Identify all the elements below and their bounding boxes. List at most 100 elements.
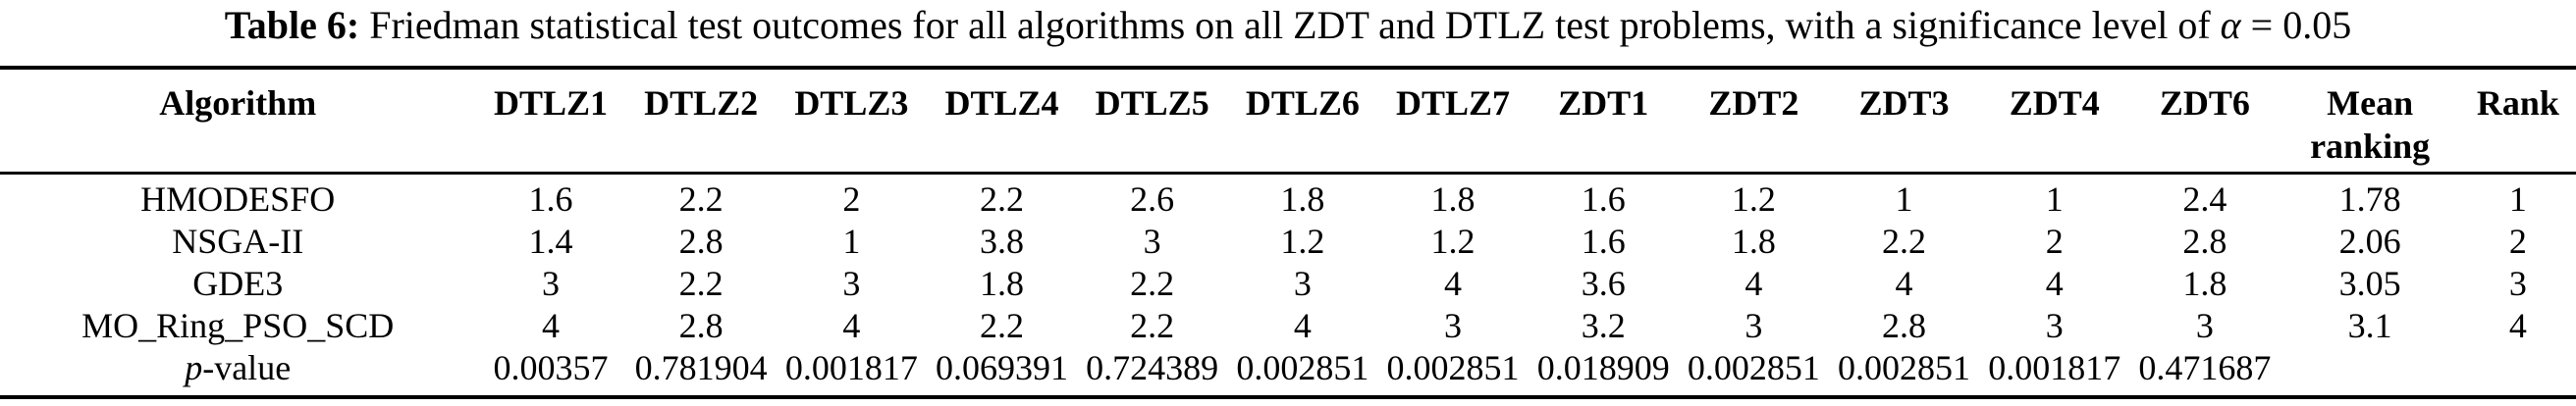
- table-cell-dtlz4: 3.8: [980, 222, 1024, 261]
- table-cell-dtlz5: 2.2: [1130, 264, 1175, 303]
- table-caption: Table 6: Friedman statistical test outco…: [0, 0, 2576, 48]
- table-cell-dtlz4: 1.8: [980, 264, 1024, 303]
- table-caption-alpha-value: = 0.05: [2240, 3, 2352, 47]
- table-header-row: Algorithm DTLZ1 DTLZ2 DTLZ3 DTLZ4 DTLZ5 DTLZ6 D…: [0, 68, 2576, 175]
- table-caption-label: Table 6:: [224, 3, 360, 47]
- column-header-dtlz3: DTLZ3: [776, 68, 927, 175]
- table-row-mo-ring-pso-scd: MO_Ring_PSO_SCD 4 2.8 4 2.2 2.2 4 3 3.2 3 2.8 3 3 3.1…: [0, 305, 2576, 347]
- table-cell-zdt3: 2.2: [1882, 222, 1927, 261]
- table-cell-dtlz5: 3: [1143, 222, 1161, 261]
- table-cell-rank: 3: [2508, 264, 2527, 303]
- column-header-zdt4: ZDT4: [1979, 68, 2130, 175]
- column-header-zdt3: ZDT3: [1828, 68, 1980, 175]
- table-cell-dtlz2: 2.2: [678, 264, 724, 303]
- table-cell-zdt6: 2.8: [2182, 222, 2227, 261]
- row-label-part: GDE3: [192, 264, 284, 303]
- column-header-zdt6: ZDT6: [2129, 68, 2281, 175]
- table-cell-rank: [2460, 347, 2576, 397]
- table-cell-dtlz4: 2.2: [980, 306, 1024, 345]
- table-cell-dtlz3: 0.001817: [784, 348, 918, 387]
- table-cell-mean-ranking: [2280, 347, 2459, 397]
- table-cell-dtlz3: 3: [842, 264, 861, 303]
- row-label: GDE3: [0, 263, 475, 305]
- table-cell-zdt1: 0.018909: [1536, 348, 1670, 387]
- table-cell-zdt2: 4: [1744, 264, 1763, 303]
- column-header-dtlz4: DTLZ4: [926, 68, 1078, 175]
- table-cell-dtlz7: 4: [1444, 264, 1463, 303]
- table-cell-dtlz4: 2.2: [980, 179, 1024, 219]
- table-cell-dtlz6: 1.2: [1280, 222, 1325, 261]
- table-cell-dtlz6: 0.002851: [1236, 348, 1369, 387]
- table-cell-dtlz7: 1.2: [1430, 222, 1476, 261]
- row-label-part: NSGA-II: [172, 222, 304, 261]
- table-cell-dtlz1: 0.00357: [493, 348, 609, 387]
- table-cell-rank: 1: [2508, 179, 2527, 219]
- table-cell-mean-ranking: 3.05: [2338, 264, 2401, 303]
- table-cell-zdt4: 2: [2045, 222, 2064, 261]
- column-header-dtlz5: DTLZ5: [1077, 68, 1228, 175]
- row-label: MO_Ring_PSO_SCD: [0, 305, 475, 347]
- table-cell-zdt2: 0.002851: [1687, 348, 1820, 387]
- table-cell-zdt1: 3.2: [1581, 306, 1626, 345]
- column-header-zdt1: ZDT1: [1528, 68, 1679, 175]
- table-row-gde3: GDE3 3 2.2 3 1.8 2.2 3 4 3.6 4 4 4 1.8 3.05 3: [0, 263, 2576, 305]
- table-cell-dtlz7: 0.002851: [1386, 348, 1520, 387]
- table-cell-zdt3: 1: [1895, 179, 1913, 219]
- row-label-part: MO_Ring_PSO_SCD: [81, 306, 395, 345]
- table-cell-zdt4: 3: [2045, 306, 2064, 345]
- table-row-p-value: p-value 0.00357 0.781904 0.001817 0.069391 0.…: [0, 347, 2576, 397]
- column-header-dtlz6: DTLZ6: [1227, 68, 1378, 175]
- alpha-symbol: α: [2220, 3, 2241, 47]
- row-label-part: -value: [202, 348, 292, 387]
- table-cell-zdt2: 1.2: [1731, 179, 1776, 219]
- row-label: p-value: [0, 347, 475, 397]
- column-header-rank: Rank: [2459, 68, 2576, 175]
- table-cell-dtlz2: 0.781904: [634, 348, 768, 387]
- table-cell-zdt3: 2.8: [1882, 306, 1927, 345]
- column-header-dtlz1: DTLZ1: [475, 68, 626, 175]
- table-header: Algorithm DTLZ1 DTLZ2 DTLZ3 DTLZ4 DTLZ5 DTLZ6 D…: [0, 68, 2576, 175]
- row-label: NSGA-II: [0, 221, 475, 263]
- table-cell-zdt4: 0.001817: [1988, 348, 2121, 387]
- table-cell-zdt6: 2.4: [2182, 179, 2227, 219]
- table-cell-dtlz7: 1.8: [1430, 179, 1476, 219]
- table-cell-dtlz6: 4: [1293, 306, 1312, 345]
- table-cell-zdt2: 1.8: [1731, 222, 1776, 261]
- table-cell-mean-ranking: 1.78: [2338, 179, 2401, 219]
- column-header-dtlz7: DTLZ7: [1377, 68, 1529, 175]
- table-cell-dtlz4: 0.069391: [936, 348, 1068, 387]
- table-cell-dtlz3: 4: [842, 306, 861, 345]
- table-cell-mean-ranking: 2.06: [2338, 222, 2401, 261]
- table-cell-zdt6: 3: [2195, 306, 2214, 345]
- row-label: HMODESFO: [0, 174, 475, 222]
- row-label-part: HMODESFO: [140, 179, 336, 219]
- table-cell-dtlz2: 2.2: [678, 179, 724, 219]
- table-cell-dtlz3: 1: [842, 222, 861, 261]
- table-cell-dtlz1: 1.4: [528, 222, 573, 261]
- table-cell-rank: 2: [2508, 222, 2527, 261]
- table-cell-zdt1: 3.6: [1581, 264, 1626, 303]
- friedman-test-table: Algorithm DTLZ1 DTLZ2 DTLZ3 DTLZ4 DTLZ5 DTLZ6 D…: [0, 66, 2576, 399]
- table-cell-zdt1: 1.6: [1581, 222, 1626, 261]
- row-label-italic-part: p: [185, 348, 203, 387]
- table-cell-dtlz3: 2: [842, 179, 861, 219]
- table-cell-zdt3: 4: [1895, 264, 1913, 303]
- table-cell-dtlz6: 3: [1293, 264, 1312, 303]
- table-cell-dtlz2: 2.8: [678, 306, 724, 345]
- table-cell-dtlz7: 3: [1444, 306, 1463, 345]
- table-cell-dtlz1: 4: [541, 306, 560, 345]
- table-cell-zdt4: 4: [2045, 264, 2064, 303]
- table-cell-dtlz1: 3: [541, 264, 560, 303]
- column-header-mean-ranking: Mean ranking: [2280, 68, 2460, 175]
- table-cell-zdt4: 1: [2045, 179, 2064, 219]
- table-cell-zdt6: 1.8: [2182, 264, 2227, 303]
- table-cell-dtlz2: 2.8: [678, 222, 724, 261]
- table-cell-zdt1: 1.6: [1581, 179, 1626, 219]
- table-cell-dtlz5: 2.6: [1130, 179, 1175, 219]
- column-header-algorithm: Algorithm: [0, 68, 476, 175]
- table-row-hmodesfo: HMODESFO 1.6 2.2 2 2.2 2.6 1.8 1.8 1.6 1.2 1 1 2.4 1.…: [0, 174, 2576, 222]
- table-cell-dtlz5: 2.2: [1130, 306, 1175, 345]
- table-body: HMODESFO 1.6 2.2 2 2.2 2.6 1.8 1.8 1.6 1.2 1 1 2.4 1.…: [0, 174, 2576, 398]
- table-cell-dtlz6: 1.8: [1280, 179, 1325, 219]
